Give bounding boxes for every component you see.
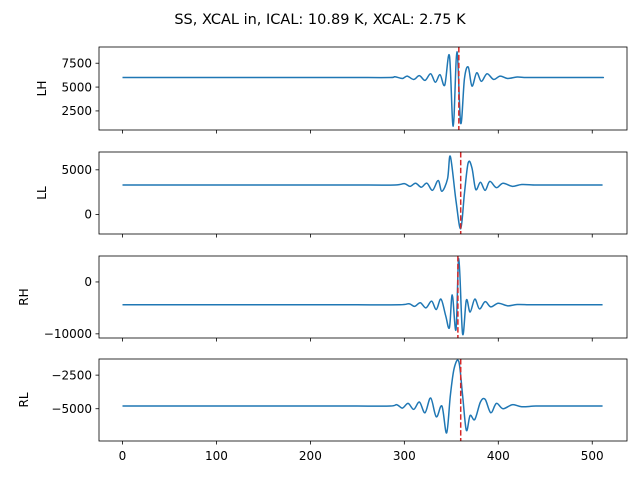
- axes-frame: [98, 151, 628, 235]
- y-axis-label: LL: [35, 186, 49, 200]
- y-tick-label: 5000: [61, 163, 92, 177]
- series-line-ll: [122, 155, 603, 230]
- series-line-rh: [122, 257, 603, 336]
- y-tick-label: 7500: [61, 57, 92, 71]
- y-tick-label: −5000: [51, 402, 92, 416]
- series-line-lh: [122, 51, 605, 127]
- x-tick-label: 300: [393, 449, 416, 463]
- axes-frame: [98, 46, 628, 131]
- x-tick-label: 500: [581, 449, 604, 463]
- x-tick-label: 200: [299, 449, 322, 463]
- y-tick-label: −2500: [51, 368, 92, 382]
- y-tick-label: 5000: [61, 80, 92, 94]
- x-tick-label: 100: [205, 449, 228, 463]
- figure-title: SS, XCAL in, ICAL: 10.89 K, XCAL: 2.75 K: [174, 12, 466, 28]
- subplot-lh: 2500 5000 7500 LH: [35, 46, 628, 134]
- axes-frame: [98, 255, 628, 339]
- axes-frame: [98, 358, 628, 442]
- y-tick-label: 2500: [61, 104, 92, 118]
- y-axis-label: RH: [17, 288, 31, 305]
- subplot-ll: 0 5000 LL: [35, 151, 628, 238]
- y-tick-label: 0: [84, 208, 92, 222]
- subplot-rh: −10000 0 RH: [17, 255, 628, 342]
- x-tick-label: 400: [487, 449, 510, 463]
- y-axis-label: RL: [17, 392, 31, 407]
- series-line-rl: [122, 359, 603, 434]
- y-axis-label: LH: [35, 81, 49, 97]
- y-tick-label: −10000: [44, 327, 92, 341]
- x-tick-label: 0: [119, 449, 127, 463]
- y-tick-label: 0: [84, 275, 92, 289]
- subplot-rl: −5000 −2500 0 100 200 300 400 500 RL: [17, 358, 628, 463]
